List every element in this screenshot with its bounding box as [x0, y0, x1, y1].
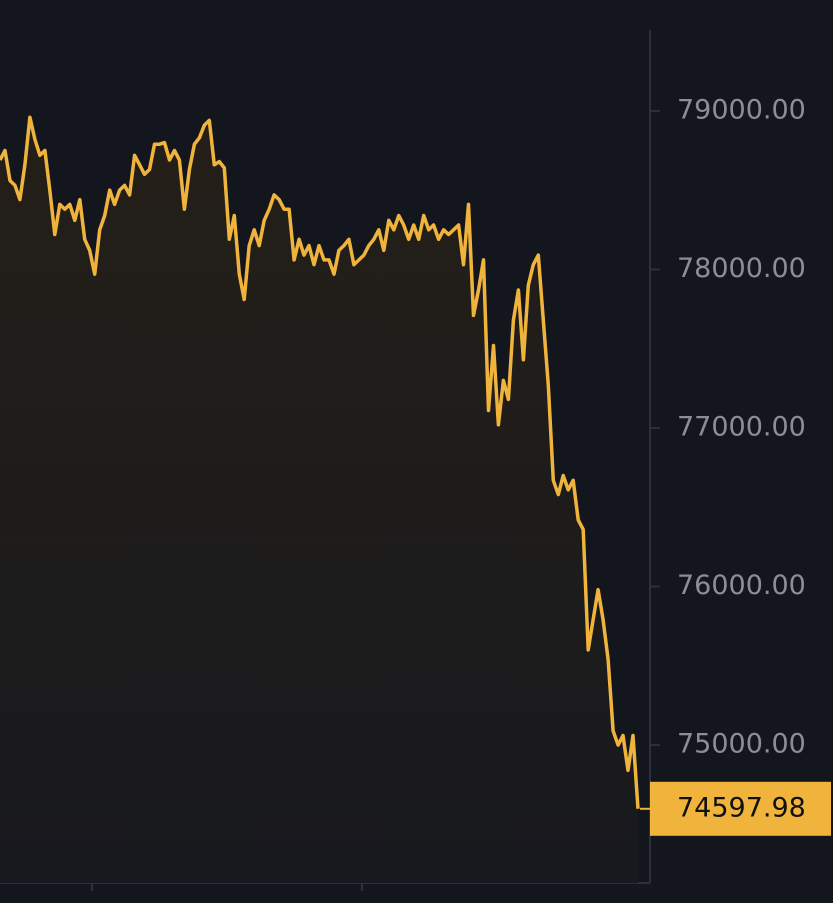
last-price-label: 74597.98: [677, 792, 806, 823]
y-tick-label: 76000.00: [677, 570, 806, 601]
y-tick-label: 77000.00: [677, 411, 806, 442]
price-line: [0, 115, 640, 809]
last-price-box: [650, 781, 831, 836]
y-tick-label: 78000.00: [677, 253, 806, 284]
y-tick-label: 75000.00: [677, 729, 806, 760]
y-tick-label: 79000.00: [677, 94, 806, 125]
area-fill: [0, 117, 638, 883]
